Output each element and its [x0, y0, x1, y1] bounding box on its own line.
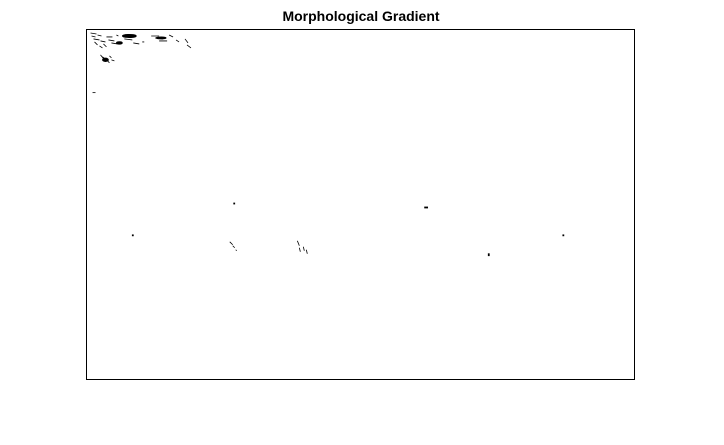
edge-pixels [90, 32, 565, 257]
image-axes [86, 29, 635, 380]
gradient-image [90, 32, 565, 257]
figure-title: Morphological Gradient [282, 8, 440, 24]
